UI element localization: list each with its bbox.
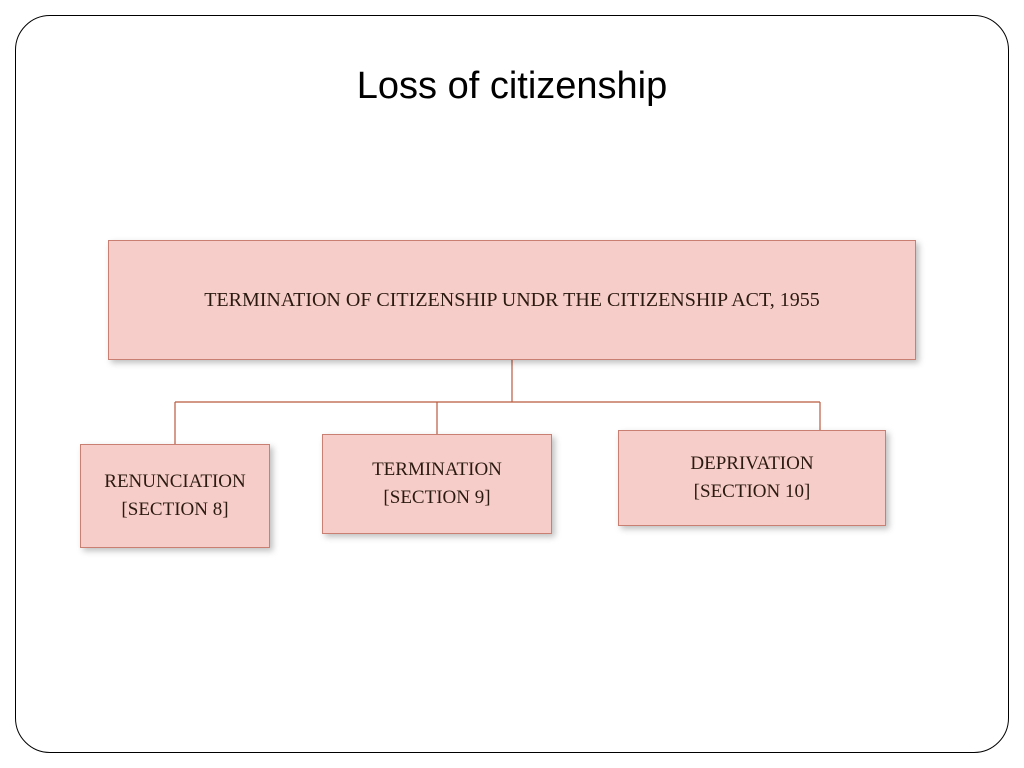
child-box-deprivation: DEPRIVATION [SECTION 10] bbox=[618, 430, 886, 526]
parent-box: TERMINATION OF CITIZENSHIP UNDR THE CITI… bbox=[108, 240, 916, 360]
slide-title: Loss of citizenship bbox=[0, 65, 1024, 108]
child-line1: DEPRIVATION bbox=[690, 450, 813, 479]
child-line2: [SECTION 8] bbox=[121, 496, 228, 525]
child-line2: [SECTION 10] bbox=[694, 478, 811, 507]
child-box-renunciation: RENUNCIATION [SECTION 8] bbox=[80, 444, 270, 548]
slide-frame bbox=[15, 15, 1009, 753]
child-line2: [SECTION 9] bbox=[383, 484, 490, 513]
child-line1: RENUNCIATION bbox=[104, 468, 245, 497]
parent-box-text: TERMINATION OF CITIZENSHIP UNDR THE CITI… bbox=[204, 289, 820, 312]
child-line1: TERMINATION bbox=[372, 456, 502, 485]
child-box-termination: TERMINATION [SECTION 9] bbox=[322, 434, 552, 534]
